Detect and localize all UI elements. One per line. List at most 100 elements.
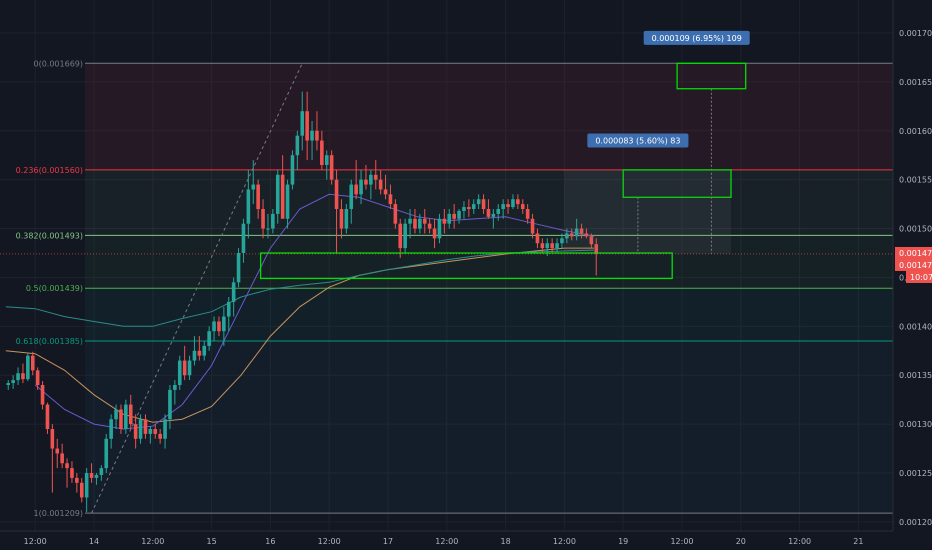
candle-body [60, 453, 64, 464]
trend-diagonal[interactable] [91, 63, 303, 514]
candle-body [447, 213, 452, 224]
target-boxes[interactable] [259, 62, 747, 280]
candle-body [550, 243, 554, 249]
candle-body [422, 218, 427, 224]
candle-body [369, 174, 373, 185]
candle-body [173, 385, 177, 390]
fib-label: 1(0.001209) [33, 509, 83, 518]
candle-body [594, 244, 599, 254]
candle-body [197, 350, 202, 356]
candle-body [79, 482, 84, 498]
time-axis[interactable]: 12:00 14 12:00 15 16 12:00 17 12:00 18 12:00 19 12:… [24, 537, 864, 546]
current-price-text: 0.001474 [899, 261, 932, 270]
candle-body [344, 209, 349, 229]
candle-body [540, 243, 545, 249]
fib-levels[interactable]: 0(0.001669) 0.236(0.001560) 0.382(0.001493… [16, 59, 893, 518]
candle-body [565, 233, 569, 239]
candle-body [579, 228, 584, 234]
candle-body [467, 207, 471, 210]
candle-body [143, 419, 148, 434]
candle-body [128, 404, 133, 425]
time-tick-label: 15 [207, 537, 217, 546]
candle-body [241, 223, 246, 254]
candle-body [334, 179, 339, 210]
candle-body [442, 218, 447, 224]
candle-body [324, 155, 329, 166]
candle-body [75, 477, 79, 483]
candle-body [266, 228, 270, 230]
candle-body [506, 204, 510, 208]
candle-body [452, 213, 456, 219]
current-price-text: 0.001474 [899, 249, 932, 258]
candle-body [290, 155, 295, 185]
candle-body [569, 233, 574, 237]
fib-label: 0.236(0.001560) [16, 166, 83, 175]
fib-zone [85, 235, 893, 289]
candle-body [226, 301, 231, 317]
candle-body [378, 179, 383, 190]
candle-body [354, 184, 358, 195]
candle-body [525, 209, 530, 219]
candle-body [418, 218, 422, 229]
time-tick-label: 21 [853, 537, 863, 546]
candle-body [275, 174, 280, 214]
candle-body [153, 429, 158, 434]
candle-body [11, 380, 15, 384]
candle-body [202, 345, 207, 356]
target-box [259, 252, 673, 280]
candle-body [295, 135, 300, 156]
candle-body [133, 424, 138, 439]
candle-body [94, 474, 99, 478]
candle-body [261, 209, 265, 229]
moving-average-line [34, 193, 594, 430]
candle-body [222, 316, 226, 332]
candle-body [373, 174, 378, 180]
candle-body [511, 199, 515, 208]
fib-label: 0.382(0.001493) [16, 231, 83, 240]
candle-body [305, 111, 309, 141]
current-price-tag [895, 258, 932, 271]
candle-body [310, 130, 314, 141]
candle-body [148, 429, 153, 434]
measure-tag [587, 133, 689, 148]
candle-body [109, 419, 113, 439]
candle-body [481, 199, 486, 210]
candle-body [182, 360, 187, 376]
candle-body [457, 210, 461, 219]
candle-body [476, 199, 481, 205]
candle-body [520, 204, 525, 210]
candle-body [530, 218, 535, 234]
candle-body [501, 204, 505, 210]
candle-body [124, 404, 128, 430]
candle-body [89, 473, 94, 478]
candle-body [462, 207, 466, 211]
current-price-tags: 0.001474 0.001474 10:07 [0, 246, 932, 283]
candle-body [50, 429, 55, 449]
candle-body [339, 209, 344, 229]
fib-label: 0.618(0.001385) [16, 337, 83, 346]
candle-body [138, 419, 143, 439]
candle-body [427, 223, 432, 229]
candle-body [408, 218, 412, 224]
candle-body [388, 194, 393, 205]
measure-tag-text: 0.000109 (6.95%) 109 [652, 34, 742, 43]
candle-body [119, 409, 123, 430]
target-box [622, 169, 732, 198]
candle-body [187, 360, 192, 376]
measure-labels[interactable]: 0.000083 (5.60%) 83 0.000109 (6.95%) 109 [587, 30, 750, 148]
measure-tag-text: 0.000083 (5.60%) 83 [595, 137, 680, 146]
candle-body [256, 184, 260, 210]
candle-body [574, 228, 579, 237]
time-tick-label: 14 [89, 537, 99, 546]
time-tick-label: 19 [618, 537, 628, 546]
time-tick-label: 12:00 [788, 537, 811, 546]
candle-body [207, 331, 211, 346]
candle-body [285, 184, 290, 219]
candle-body [413, 218, 417, 229]
